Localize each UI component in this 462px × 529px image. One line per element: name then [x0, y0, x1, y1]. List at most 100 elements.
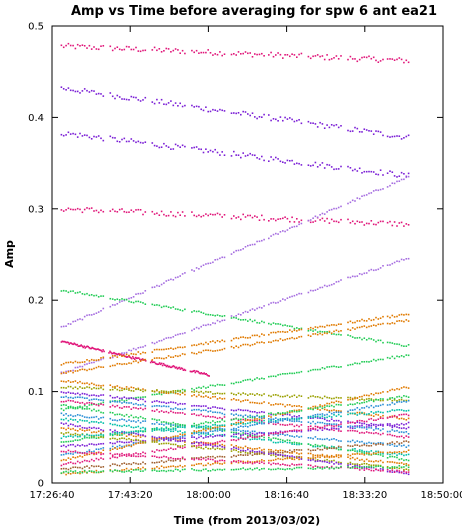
data-point [358, 459, 361, 461]
data-point [69, 458, 72, 460]
data-point [337, 323, 340, 325]
data-point [386, 442, 389, 445]
data-point [337, 168, 340, 170]
data-point [379, 442, 382, 444]
data-point [114, 355, 116, 357]
data-point [209, 324, 212, 326]
data-point [254, 418, 256, 420]
data-point [277, 467, 279, 470]
data-point [370, 57, 373, 60]
data-point [391, 471, 394, 473]
data-point [172, 421, 175, 424]
data-point [240, 421, 242, 423]
data-point [403, 320, 405, 323]
data-point [333, 438, 335, 440]
data-point [193, 391, 195, 393]
data-point [370, 460, 373, 463]
data-point [382, 432, 384, 435]
data-point [335, 411, 338, 413]
data-point [323, 445, 326, 447]
data-point [349, 335, 352, 337]
data-point [130, 95, 133, 98]
data-point [191, 269, 193, 271]
data-point [158, 102, 161, 104]
data-point [223, 434, 226, 437]
data-point [114, 433, 116, 436]
data-point [214, 109, 216, 111]
data-point [328, 397, 331, 399]
data-point [100, 466, 102, 468]
data-point [333, 463, 335, 465]
data-point [351, 169, 354, 172]
data-point [109, 411, 112, 414]
data-point [240, 422, 242, 425]
data-point [386, 322, 389, 325]
data-point [216, 430, 219, 432]
data-point [268, 415, 270, 417]
data-point [100, 387, 102, 389]
data-point [233, 427, 235, 430]
data-point [165, 442, 168, 445]
data-point [349, 425, 352, 427]
data-point [298, 418, 300, 420]
data-point [72, 419, 74, 421]
data-point [111, 352, 113, 355]
data-point [293, 54, 296, 56]
data-point [160, 410, 163, 412]
data-point [335, 207, 338, 210]
data-point [209, 463, 212, 466]
data-point [235, 447, 237, 449]
data-point [69, 428, 72, 431]
data-point [372, 358, 375, 361]
data-point [275, 339, 277, 342]
data-point [312, 456, 314, 458]
data-point [86, 386, 88, 388]
data-point [195, 445, 198, 447]
data-point [202, 409, 205, 411]
data-point [132, 397, 135, 400]
data-point [309, 395, 312, 398]
data-point [223, 347, 226, 350]
data-point [167, 428, 170, 431]
data-point [309, 449, 312, 452]
data-point [400, 387, 403, 389]
data-point [97, 471, 100, 473]
data-point [251, 320, 254, 323]
data-point [74, 434, 77, 437]
data-point [316, 466, 319, 469]
data-point [74, 466, 77, 468]
data-point [111, 355, 114, 357]
data-point [382, 442, 384, 445]
data-point [372, 190, 375, 192]
data-point [382, 322, 384, 325]
data-point [296, 442, 298, 444]
data-point [114, 463, 116, 466]
data-point [314, 428, 317, 430]
data-point [160, 437, 163, 439]
data-point [144, 389, 147, 392]
data-point [151, 435, 154, 438]
data-point [207, 374, 209, 377]
data-point [184, 434, 186, 437]
data-point [396, 456, 398, 459]
data-point [244, 432, 247, 435]
data-point [375, 405, 377, 407]
data-point [62, 289, 65, 292]
data-point [361, 402, 363, 404]
data-point [100, 357, 102, 359]
data-point [79, 455, 81, 457]
data-point [347, 449, 349, 452]
data-point [277, 434, 279, 437]
data-point [263, 422, 265, 425]
data-point [123, 431, 126, 433]
data-point [78, 345, 81, 347]
data-point [163, 213, 165, 216]
data-point [111, 304, 114, 306]
data-point [111, 445, 114, 448]
data-point [254, 411, 256, 413]
data-point [69, 290, 72, 293]
data-point [167, 442, 170, 445]
data-point [363, 128, 366, 130]
data-point [407, 464, 410, 466]
data-point [142, 466, 144, 469]
